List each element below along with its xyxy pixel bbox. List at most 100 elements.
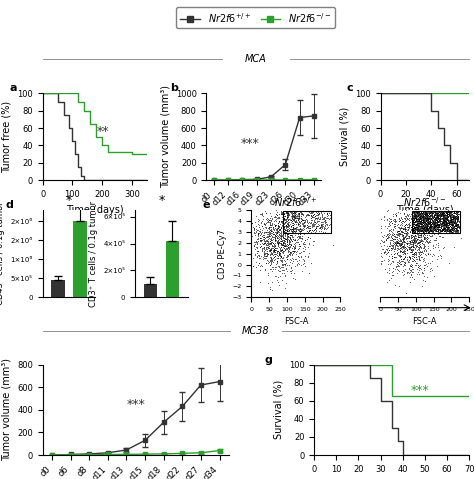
Point <box>453 211 461 219</box>
Point <box>449 223 456 230</box>
Point <box>403 237 411 245</box>
Point <box>415 217 422 225</box>
Point <box>445 208 453 216</box>
Point <box>429 214 437 222</box>
Point <box>413 217 421 225</box>
Point <box>405 224 413 232</box>
Point <box>390 250 398 258</box>
Point <box>291 247 298 254</box>
Point <box>447 216 455 223</box>
Point <box>419 211 427 219</box>
Point <box>426 210 433 218</box>
Point <box>278 262 286 269</box>
Point <box>384 248 392 256</box>
Point <box>277 232 285 240</box>
Point <box>271 250 278 258</box>
Point <box>256 225 264 233</box>
Point <box>301 218 308 226</box>
Point <box>397 223 405 231</box>
Point <box>449 222 457 229</box>
Point <box>422 224 429 231</box>
Point <box>455 208 462 216</box>
Point <box>415 261 422 269</box>
Point <box>395 262 402 269</box>
Point <box>455 212 462 219</box>
Point <box>432 211 439 219</box>
Point <box>436 220 443 228</box>
Point <box>411 223 419 231</box>
Point <box>309 219 317 227</box>
Point <box>308 220 316 228</box>
Point <box>427 251 434 258</box>
Point <box>407 266 414 274</box>
Point <box>445 220 452 228</box>
Point <box>418 224 426 232</box>
Point <box>264 257 272 264</box>
Point <box>436 221 443 229</box>
Point <box>428 215 435 223</box>
Point <box>445 219 452 227</box>
Point <box>425 219 433 227</box>
Point <box>388 271 395 278</box>
Point <box>446 222 454 229</box>
Point <box>422 217 430 225</box>
Point <box>407 226 415 234</box>
Point <box>449 221 457 229</box>
Point <box>424 221 431 229</box>
Point <box>425 220 432 228</box>
Point <box>411 213 419 220</box>
Point <box>383 215 391 223</box>
Point <box>430 221 438 228</box>
Point <box>274 224 282 231</box>
Point <box>416 214 423 221</box>
Point <box>282 259 289 267</box>
Point <box>447 213 455 221</box>
Point <box>304 228 312 236</box>
Point <box>301 262 309 270</box>
Point <box>441 214 449 221</box>
Point <box>399 266 406 274</box>
Point <box>446 218 454 226</box>
Point <box>283 237 291 244</box>
Point <box>408 268 416 276</box>
Point <box>452 222 459 230</box>
Point <box>431 225 438 233</box>
Point <box>444 219 451 227</box>
Point <box>410 208 418 216</box>
Point <box>265 232 273 240</box>
Point <box>441 217 449 225</box>
Point <box>451 225 458 232</box>
Point <box>286 217 294 224</box>
Point <box>450 214 457 222</box>
Point <box>283 224 290 231</box>
Point <box>399 255 407 262</box>
Point <box>423 274 430 281</box>
Point <box>445 211 453 219</box>
Point <box>276 245 283 253</box>
Point <box>272 237 279 244</box>
Point <box>450 224 457 232</box>
Point <box>404 223 412 231</box>
Point <box>427 226 435 234</box>
Point <box>290 213 297 220</box>
Point <box>279 258 286 266</box>
Point <box>322 225 329 232</box>
Point <box>428 218 435 226</box>
Point <box>296 230 304 238</box>
Point <box>448 219 456 227</box>
Point <box>261 221 268 228</box>
Point <box>383 231 391 239</box>
Point <box>279 239 287 247</box>
Point <box>413 227 421 234</box>
Point <box>421 258 429 265</box>
Point <box>295 220 302 228</box>
Point <box>262 206 269 214</box>
Point <box>410 232 417 240</box>
Point <box>431 208 439 216</box>
Point <box>274 222 282 230</box>
Point <box>287 226 295 234</box>
Point <box>416 240 424 248</box>
Point <box>391 222 398 230</box>
Point <box>438 228 445 235</box>
Point <box>326 211 333 218</box>
